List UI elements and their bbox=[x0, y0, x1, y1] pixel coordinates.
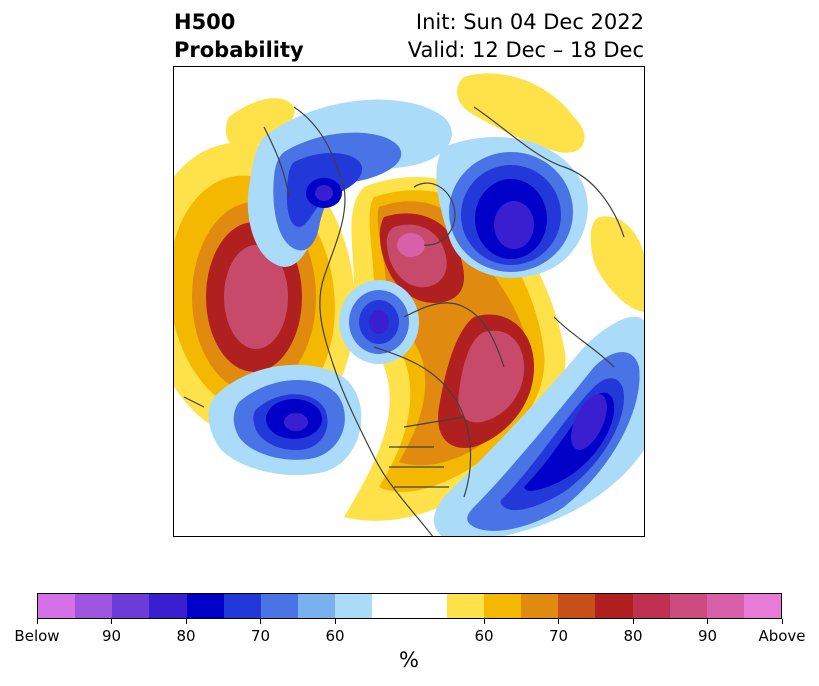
colorbar-swatch bbox=[632, 594, 670, 618]
colorbar-tick bbox=[260, 619, 261, 624]
colorbar-tick-label: 90 bbox=[101, 627, 122, 645]
colorbar-tick-label: 60 bbox=[474, 627, 494, 645]
colorbar-swatch bbox=[483, 594, 522, 618]
coastlines bbox=[183, 106, 625, 536]
colorbar-swatch bbox=[298, 594, 336, 618]
colorbar-tick-label: 80 bbox=[176, 627, 196, 645]
west-coast-below-anomaly bbox=[208, 364, 362, 476]
north-above-anomaly bbox=[225, 73, 644, 312]
colorbar-swatch bbox=[595, 594, 633, 618]
colorbar-tick bbox=[558, 619, 559, 624]
colorbar-tick-label: 70 bbox=[250, 627, 271, 645]
colorbar-swatch bbox=[335, 594, 373, 618]
canada-below-anomaly bbox=[339, 280, 419, 364]
init-date: Init: Sun 04 Dec 2022 bbox=[415, 10, 644, 34]
colorbar-tick bbox=[632, 619, 634, 624]
atlantic-below-anomaly bbox=[433, 316, 644, 536]
colorbar-tick bbox=[334, 619, 336, 624]
siberia-below-anomaly bbox=[436, 137, 588, 278]
probability-map bbox=[173, 66, 645, 537]
colorbar-tick bbox=[781, 619, 783, 624]
colorbar-swatch bbox=[669, 594, 707, 618]
chart-dates: Init: Sun 04 Dec 2022 Valid: 12 Dec – 18… bbox=[408, 8, 644, 64]
alaska-below-anomaly bbox=[247, 99, 452, 267]
colorbar-swatch bbox=[446, 594, 484, 618]
colorbar-swatch bbox=[260, 594, 299, 618]
colorbar-swatch bbox=[186, 594, 224, 618]
colorbar-tick-label: 60 bbox=[325, 627, 345, 645]
colorbar-swatch bbox=[521, 594, 559, 618]
valid-range: Valid: 12 Dec – 18 Dec bbox=[407, 38, 644, 62]
colorbar-tick-label: 90 bbox=[697, 627, 718, 645]
colorbar-unit: % bbox=[399, 648, 419, 672]
colorbar-tick-label: 80 bbox=[623, 627, 643, 645]
colorbar-swatch bbox=[743, 594, 782, 618]
colorbar-tick bbox=[483, 619, 485, 624]
colorbar-swatch bbox=[558, 594, 596, 618]
title-variable: H500 bbox=[174, 10, 236, 34]
colorbar-swatch bbox=[75, 594, 113, 618]
colorbar-swatch bbox=[112, 594, 150, 618]
colorbar-tick bbox=[111, 619, 112, 624]
colorbar-swatch bbox=[149, 594, 187, 618]
colorbar-swatch bbox=[409, 594, 447, 618]
colorbar-swatch bbox=[38, 594, 76, 618]
chart-title: H500 Probability bbox=[174, 8, 304, 64]
colorbar bbox=[37, 593, 782, 619]
colorbar-swatch bbox=[223, 594, 261, 618]
colorbar-swatch bbox=[372, 594, 410, 618]
colorbar-swatch bbox=[706, 594, 744, 618]
colorbar-tick bbox=[185, 619, 187, 624]
colorbar-tick-label: 70 bbox=[548, 627, 569, 645]
colorbar-tick bbox=[36, 619, 38, 624]
title-metric: Probability bbox=[174, 38, 304, 62]
colorbar-tick bbox=[707, 619, 708, 624]
probability-anomaly-fields bbox=[174, 73, 644, 536]
colorbar-tick-label: Above bbox=[758, 627, 806, 645]
map-svg bbox=[174, 73, 644, 536]
colorbar-tick-label: Below bbox=[14, 627, 60, 645]
